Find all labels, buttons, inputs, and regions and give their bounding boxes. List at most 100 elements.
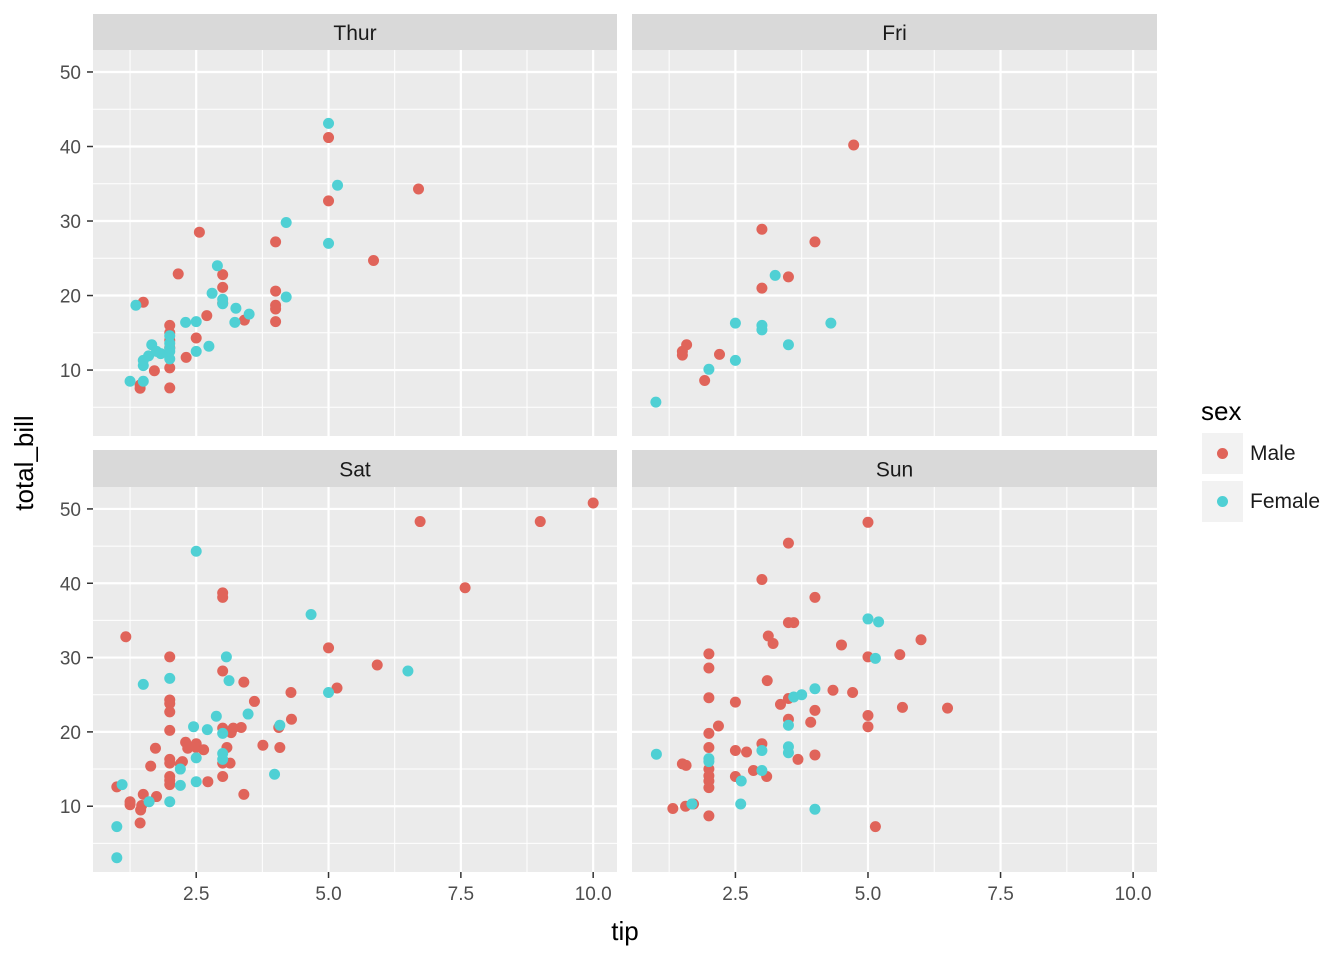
data-point-male xyxy=(747,765,759,777)
data-point-female xyxy=(201,724,213,736)
y-tick-label: 10 xyxy=(60,797,81,818)
data-point-male xyxy=(862,721,874,733)
data-point-female xyxy=(703,363,715,375)
data-point-female xyxy=(782,747,794,759)
data-point-male xyxy=(848,139,860,151)
legend-label: Female xyxy=(1250,490,1320,513)
data-point-female xyxy=(116,779,128,791)
y-tick-label: 50 xyxy=(60,500,81,521)
data-point-male xyxy=(164,706,176,718)
data-point-female xyxy=(111,852,123,864)
x-tick-label: 5.0 xyxy=(315,884,341,905)
data-point-female xyxy=(873,616,885,628)
legend-key-male xyxy=(1217,448,1228,459)
x-tick-label: 7.5 xyxy=(987,884,1013,905)
data-point-female xyxy=(769,269,781,281)
data-point-male xyxy=(667,802,679,814)
data-point-female xyxy=(180,316,192,328)
data-point-male xyxy=(703,648,715,660)
data-point-female xyxy=(130,299,142,311)
data-point-male xyxy=(285,713,297,725)
legend: sex Male Female xyxy=(1201,396,1320,522)
data-point-male xyxy=(703,692,715,704)
data-point-male xyxy=(414,516,426,528)
data-point-female xyxy=(203,340,215,352)
data-point-male xyxy=(805,716,817,728)
data-point-male xyxy=(201,310,213,322)
data-point-male xyxy=(714,348,725,360)
x-tick-label: 10.0 xyxy=(1115,884,1152,905)
data-point-female xyxy=(217,293,229,305)
data-point-male xyxy=(270,303,282,315)
data-point-female xyxy=(190,345,202,357)
data-point-female xyxy=(280,217,292,229)
data-point-female xyxy=(229,316,241,328)
data-point-female xyxy=(280,291,292,303)
data-point-female xyxy=(782,339,794,351)
data-point-female xyxy=(756,765,768,777)
data-point-male xyxy=(145,760,157,772)
data-point-female xyxy=(137,375,149,387)
panel-background xyxy=(93,487,617,872)
x-tick-label: 10.0 xyxy=(575,884,612,905)
data-point-male xyxy=(587,497,599,509)
data-point-female xyxy=(756,319,768,331)
data-point-male xyxy=(756,574,768,586)
data-point-male xyxy=(120,631,132,643)
legend-key-female xyxy=(1217,496,1228,507)
data-point-female xyxy=(862,613,874,625)
data-point-female xyxy=(305,608,317,620)
data-point-female xyxy=(211,260,223,272)
axes: 10 20 30 40 50 2.5 5.0 7.5 10.0 10 20 30 40 50 2.5 5.0 7… xyxy=(60,63,1152,905)
y-tick-label: 30 xyxy=(60,649,81,670)
legend-label: Male xyxy=(1250,442,1296,465)
y-tick-label: 20 xyxy=(60,723,81,744)
data-point-male xyxy=(862,710,874,722)
data-point-male xyxy=(217,770,229,782)
data-point-male xyxy=(835,639,847,651)
data-point-female xyxy=(143,796,155,808)
data-point-male xyxy=(238,676,250,688)
x-axis-title: tip xyxy=(611,916,638,946)
data-point-male xyxy=(809,749,821,761)
data-point-male xyxy=(217,665,229,677)
data-point-male xyxy=(323,642,335,654)
data-point-male xyxy=(741,746,753,758)
data-point-female xyxy=(650,748,662,760)
facet-strip-label: Thur xyxy=(333,22,376,45)
data-point-male xyxy=(368,255,380,267)
data-point-female xyxy=(190,545,202,557)
y-tick-label: 50 xyxy=(60,63,81,84)
data-point-male xyxy=(681,339,693,351)
data-point-male xyxy=(323,132,335,144)
data-point-female xyxy=(323,117,335,129)
data-point-male xyxy=(270,236,282,248)
data-point-male xyxy=(761,675,773,687)
facet-strip-label: Fri xyxy=(882,22,907,45)
data-point-male xyxy=(703,727,715,739)
data-point-male xyxy=(285,687,297,699)
facet-panel-thur: Thur xyxy=(93,14,617,436)
data-point-female xyxy=(220,651,232,663)
data-point-female xyxy=(402,665,414,677)
data-point-female xyxy=(206,287,218,299)
data-point-male xyxy=(534,516,546,528)
data-point-male xyxy=(774,698,786,710)
data-point-female xyxy=(729,317,741,329)
data-point-female xyxy=(825,317,837,329)
data-point-female xyxy=(190,776,202,788)
data-point-female xyxy=(242,708,254,720)
facet-panel-sun: Sun xyxy=(632,450,1157,872)
data-point-male xyxy=(217,269,229,281)
data-point-male xyxy=(703,662,715,674)
data-point-female xyxy=(230,302,242,314)
data-point-male xyxy=(782,271,794,283)
data-point-male xyxy=(124,796,136,808)
data-point-male xyxy=(371,659,383,671)
data-point-male xyxy=(193,226,205,238)
x-tick-label: 7.5 xyxy=(448,884,474,905)
data-point-male xyxy=(180,351,192,363)
data-point-female xyxy=(735,798,747,810)
